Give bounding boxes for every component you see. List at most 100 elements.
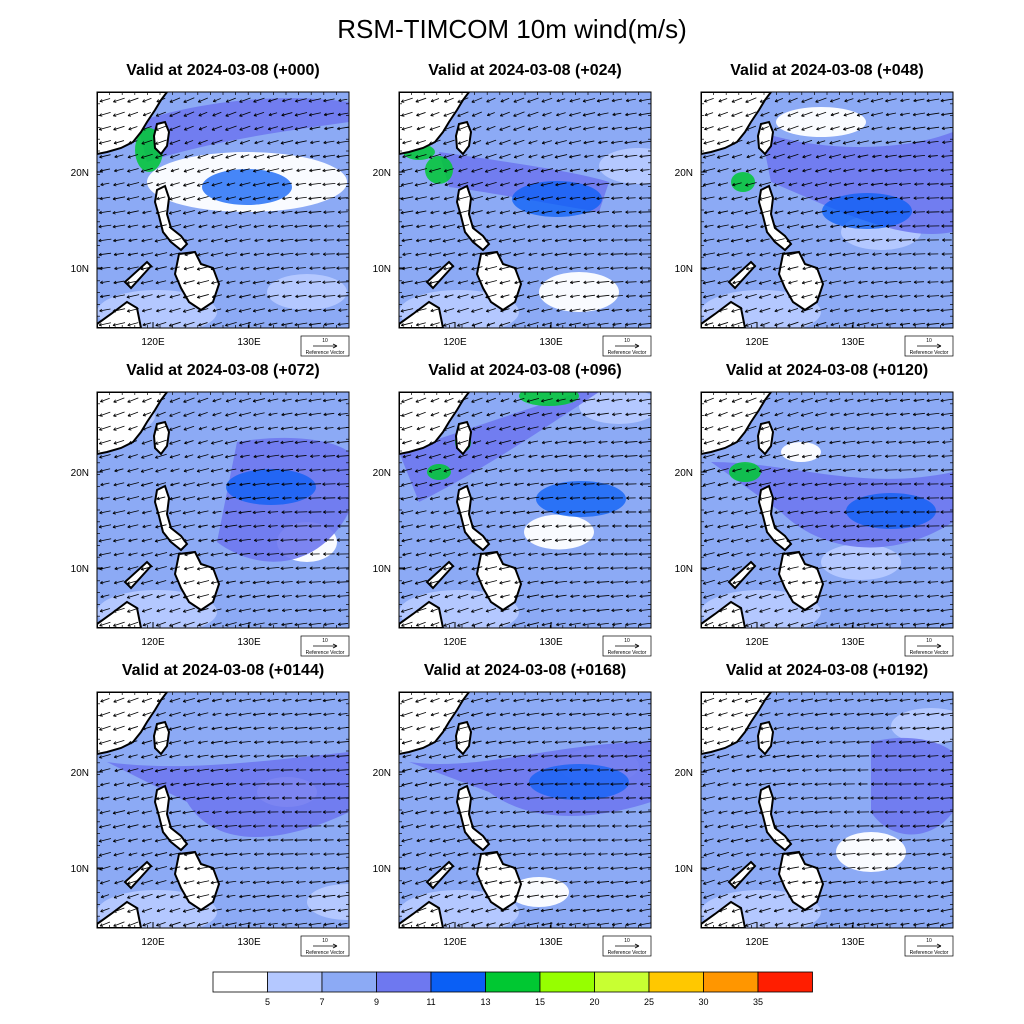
wind-map-panel: 20N 10N 120E 130E 10 Reference Vector <box>675 391 954 657</box>
lon-tick-label: 130E <box>841 937 865 948</box>
reference-vector-value: 10 <box>624 638 630 644</box>
coastline <box>475 850 523 912</box>
colorbar-box <box>648 971 704 993</box>
coastline <box>757 784 793 852</box>
reference-vector-label: Reference Vector <box>608 950 647 956</box>
wind-vectors <box>98 397 349 627</box>
lon-tick-label: 130E <box>237 937 261 948</box>
lon-tick-label: 130E <box>539 337 563 348</box>
coastline <box>97 300 143 328</box>
lon-tick-label: 120E <box>745 637 769 648</box>
lat-tick-label: 10N <box>71 564 89 575</box>
reference-vector-label: Reference Vector <box>608 650 647 656</box>
colorbar-label: 9 <box>374 997 379 1007</box>
panel-title: Valid at 2024-03-08 (+048) <box>730 62 924 79</box>
lon-tick-label: 120E <box>443 937 467 948</box>
reference-vector-label: Reference Vector <box>910 350 949 356</box>
coastline <box>173 850 221 912</box>
lat-tick-label: 20N <box>71 768 89 779</box>
reference-vector-value: 10 <box>322 938 328 944</box>
reference-vector-label: Reference Vector <box>608 350 647 356</box>
panel-title: Valid at 2024-03-08 (+0120) <box>725 362 929 379</box>
colorbar-label: 30 <box>698 997 708 1007</box>
coastline <box>756 120 775 156</box>
coastline <box>399 900 445 928</box>
colorbar-label: 35 <box>753 997 763 1007</box>
wind-vectors <box>702 397 953 627</box>
lat-tick-label: 20N <box>71 168 89 179</box>
lon-tick-label: 130E <box>237 337 261 348</box>
panel-title: Valid at 2024-03-08 (+072) <box>126 362 320 379</box>
coastline <box>757 484 793 552</box>
wind-vectors <box>400 397 651 627</box>
colorbar-box <box>539 971 595 993</box>
reference-vector-label: Reference Vector <box>306 350 345 356</box>
lat-tick-label: 10N <box>373 864 391 875</box>
colorbar-box <box>485 971 541 993</box>
coastline <box>757 184 793 252</box>
reference-vector-box: 10 Reference Vector <box>300 635 350 657</box>
reference-vector-value: 10 <box>926 638 932 644</box>
lon-tick-label: 120E <box>745 937 769 948</box>
lat-tick-label: 20N <box>373 768 391 779</box>
colorbar-box <box>703 971 759 993</box>
reference-vector-value: 10 <box>926 338 932 344</box>
panel-title: Valid at 2024-03-08 (+000) <box>126 62 320 79</box>
coastline <box>701 692 773 756</box>
coastline <box>701 300 747 328</box>
lon-tick-label: 120E <box>141 937 165 948</box>
coastline <box>756 720 775 756</box>
lat-tick-label: 20N <box>373 168 391 179</box>
coastline <box>153 484 189 552</box>
coastline <box>756 420 775 456</box>
coastline <box>97 900 143 928</box>
lon-tick-label: 120E <box>141 637 165 648</box>
lat-tick-label: 10N <box>373 564 391 575</box>
reference-vector-box: 10 Reference Vector <box>602 935 652 957</box>
reference-vector-value: 10 <box>926 938 932 944</box>
lat-tick-label: 20N <box>675 468 693 479</box>
colorbar-label: 11 <box>426 997 435 1007</box>
wind-map-panel: 20N 10N 120E 130E 10 Reference Vector <box>373 91 652 357</box>
wind-vectors <box>98 697 349 927</box>
colorbar-box <box>376 971 432 993</box>
lat-tick-label: 10N <box>675 864 693 875</box>
coastline <box>701 392 773 456</box>
coastline <box>153 784 189 852</box>
coastline <box>701 900 747 928</box>
lat-tick-label: 10N <box>675 564 693 575</box>
coastline <box>97 392 169 456</box>
wind-vectors <box>702 697 953 927</box>
coastline <box>475 550 523 612</box>
wind-vectors <box>702 97 953 327</box>
reference-vector-value: 10 <box>322 638 328 644</box>
lon-tick-label: 130E <box>841 337 865 348</box>
colorbar-label: 13 <box>480 997 490 1007</box>
reference-vector-label: Reference Vector <box>306 650 345 656</box>
coastline <box>399 92 471 156</box>
lat-tick-label: 10N <box>71 264 89 275</box>
colorbar-box <box>594 971 650 993</box>
reference-vector-value: 10 <box>624 938 630 944</box>
coastline <box>97 92 169 156</box>
panel-title: Valid at 2024-03-08 (+0144) <box>121 662 325 679</box>
colorbar-box <box>757 971 813 993</box>
reference-vector-box: 10 Reference Vector <box>904 335 954 357</box>
wind-map-panel: 20N 10N 120E 130E 10 Reference Vector <box>71 691 350 957</box>
reference-vector-box: 10 Reference Vector <box>300 335 350 357</box>
wind-map-panel: 20N 10N 120E 130E 10 Reference Vector <box>373 691 652 957</box>
colorbar-label: 20 <box>589 997 599 1007</box>
colorbar-box <box>321 971 377 993</box>
colorbar-box <box>430 971 486 993</box>
wind-map-panel: 20N 10N 120E 130E 10 Reference Vector <box>675 691 954 957</box>
lat-tick-label: 20N <box>71 468 89 479</box>
coastline <box>455 484 491 552</box>
colorbar: 5 7 9 11 13 15 20 25 30 35 <box>212 971 813 1007</box>
wind-map-panel: 20N 10N 120E 130E 10 Reference Vector <box>71 91 350 357</box>
panel-title: Valid at 2024-03-08 (+024) <box>428 62 622 79</box>
colorbar-label: 5 <box>265 997 270 1007</box>
colorbar-label: 25 <box>644 997 654 1007</box>
lat-tick-label: 20N <box>373 468 391 479</box>
reference-vector-value: 10 <box>322 338 328 344</box>
reference-vector-label: Reference Vector <box>910 950 949 956</box>
